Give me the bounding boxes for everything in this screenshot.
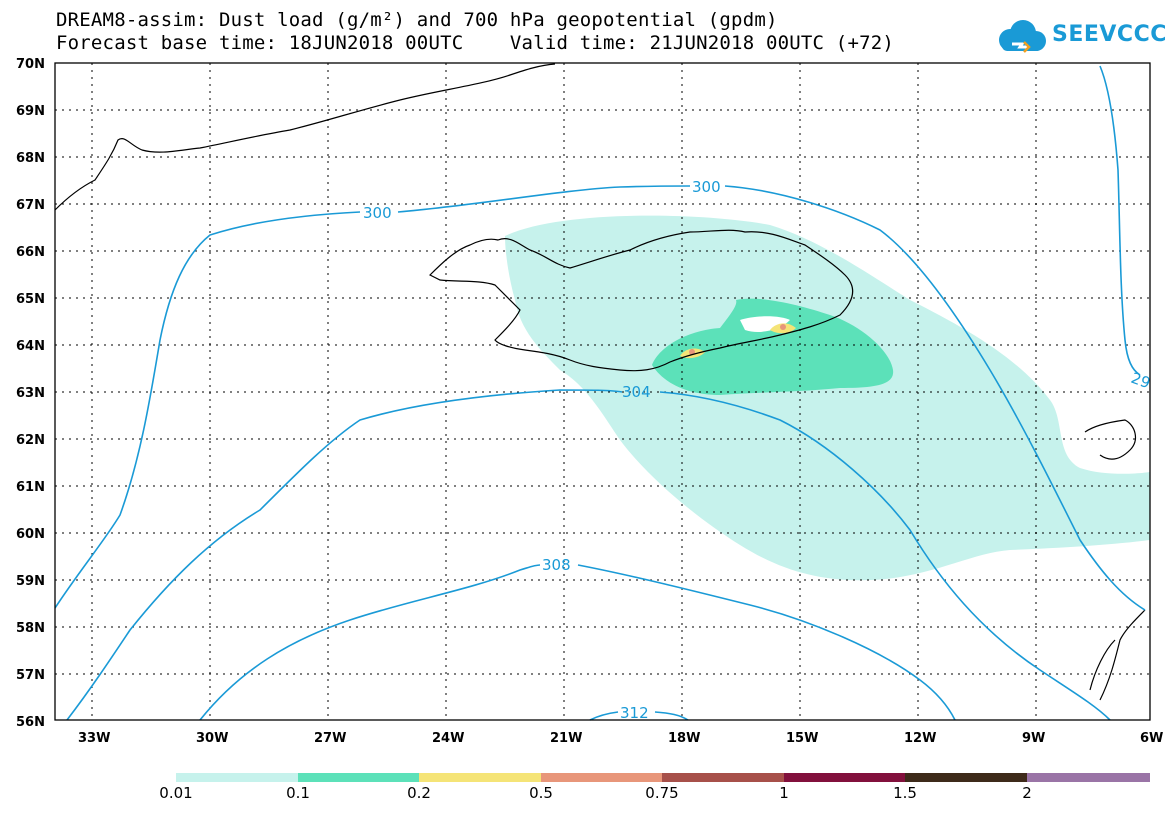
colorbar-label: 1.5 xyxy=(893,784,917,802)
contour-304 xyxy=(66,389,1111,721)
lat-label: 67N xyxy=(16,198,45,213)
coastlines xyxy=(54,63,1146,701)
lat-label: 66N xyxy=(16,245,45,260)
lat-label: 63N xyxy=(16,386,45,401)
lon-label: 6W xyxy=(1140,731,1163,746)
colorbar-label: 2 xyxy=(1022,784,1032,802)
lat-label: 69N xyxy=(16,104,45,119)
colorbar-swatch xyxy=(905,773,1027,782)
lon-label: 18W xyxy=(668,731,700,746)
colorbar-swatch xyxy=(1027,773,1150,782)
dust-area-low xyxy=(505,215,1150,581)
norway-coast xyxy=(1089,609,1146,701)
longitude-labels: 33W 30W 27W 24W 21W 18W 15W 12W 9W 6W xyxy=(78,731,1163,746)
lon-label: 15W xyxy=(786,731,818,746)
lat-label: 58N xyxy=(16,621,45,636)
contour-312 xyxy=(589,711,689,721)
lat-label: 68N xyxy=(16,151,45,166)
logo-text: SEEVCCC xyxy=(1052,22,1167,47)
contour-label: 300 xyxy=(363,204,392,222)
lon-label: 30W xyxy=(196,731,228,746)
dust-shading xyxy=(505,215,1150,581)
colorbar-swatch xyxy=(784,773,905,782)
greenland-coast xyxy=(54,63,556,211)
contour-labels: 300 300 304 308 312 29 xyxy=(363,178,1153,722)
lat-label: 61N xyxy=(16,480,45,495)
lon-label: 12W xyxy=(904,731,936,746)
cloud-icon xyxy=(999,20,1046,53)
logo xyxy=(999,20,1046,53)
lat-label: 57N xyxy=(16,668,45,683)
faroe-coast xyxy=(1084,419,1137,460)
contour-308 xyxy=(199,564,956,721)
chart-title: DREAM8-assim: Dust load (g/m²) and 700 h… xyxy=(56,9,778,31)
colorbar-swatch xyxy=(662,773,784,782)
lat-label: 64N xyxy=(16,339,45,354)
lon-label: 9W xyxy=(1022,731,1045,746)
lat-label: 70N xyxy=(16,57,45,72)
dust-area-mid xyxy=(652,298,894,395)
colorbar-label: 0.1 xyxy=(286,784,310,802)
lat-label: 59N xyxy=(16,574,45,589)
contour-label: 312 xyxy=(620,704,649,722)
contour-300 xyxy=(54,185,1146,611)
colorbar-swatch xyxy=(419,773,541,782)
contour-label: 300 xyxy=(692,178,721,196)
lon-label: 33W xyxy=(78,731,110,746)
colorbar-label: 0.75 xyxy=(645,784,679,802)
map-frame xyxy=(54,62,1151,721)
contour-label: 308 xyxy=(542,556,571,574)
colorbar-swatch xyxy=(298,773,419,782)
iceland-coast xyxy=(428,229,854,372)
lon-label: 27W xyxy=(314,731,346,746)
map-gridlines xyxy=(55,63,1150,720)
latitude-labels: 70N 69N 68N 67N 66N 65N 64N 63N 62N 61N … xyxy=(16,57,45,730)
lon-label: 21W xyxy=(550,731,582,746)
contour-label: 304 xyxy=(622,383,651,401)
colorbar-label: 1 xyxy=(779,784,789,802)
chart-subtitle: Forecast base time: 18JUN2018 00UTC Vali… xyxy=(56,32,895,54)
lat-label: 60N xyxy=(16,527,45,542)
contour-label: 29 xyxy=(1129,369,1153,392)
colorbar-swatch xyxy=(176,773,298,782)
lat-label: 56N xyxy=(16,715,45,730)
colorbar-swatch xyxy=(541,773,662,782)
lat-label: 65N xyxy=(16,292,45,307)
lat-label: 62N xyxy=(16,433,45,448)
colorbar-label: 0.2 xyxy=(407,784,431,802)
colorbar-label: 0.01 xyxy=(159,784,193,802)
geopotential-contours xyxy=(54,65,1146,721)
lon-label: 24W xyxy=(432,731,464,746)
colorbar-label: 0.5 xyxy=(529,784,553,802)
contour-29 xyxy=(1099,65,1141,376)
